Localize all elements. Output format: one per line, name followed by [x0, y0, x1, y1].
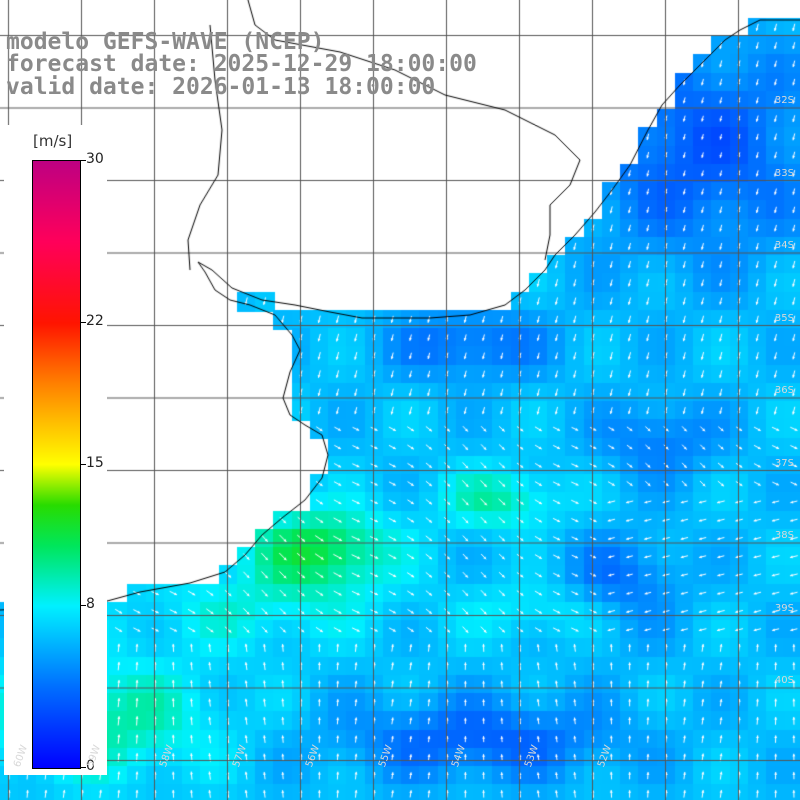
lat-label: 34S: [774, 240, 794, 251]
lat-label: 40S: [774, 675, 794, 686]
lat-label: 33S: [774, 167, 794, 179]
lat-label: 38S: [774, 530, 794, 541]
colorbar: [32, 160, 81, 769]
lat-label: 37S: [774, 457, 794, 469]
colorbar-tick-mark: [80, 605, 86, 607]
colorbar-unit: [m/s]: [33, 132, 73, 150]
colorbar-tick-mark: [80, 767, 86, 768]
forecast-date: forecast date: 2025-12-29 18:00:00: [6, 51, 477, 77]
model-title: modelo GEFS-WAVE (NCEP): [6, 29, 325, 55]
lat-label: 36S: [774, 385, 794, 396]
valid-date: valid date: 2026-01-13 18:00:00: [6, 74, 436, 100]
colorbar-tick-mark: [80, 463, 86, 465]
colorbar-tick-label: 0: [86, 758, 95, 774]
lat-label: 35S: [774, 312, 794, 324]
colorbar-tick-label: 15: [86, 454, 104, 471]
colorbar-tick-mark: [80, 321, 86, 323]
colorbar-tick-mark: [80, 160, 86, 161]
lat-label: 39S: [774, 602, 794, 614]
colorbar-tick-label: 8: [86, 596, 95, 613]
lat-label: 32S: [774, 95, 794, 106]
colorbar-tick-label: 30: [86, 151, 104, 167]
colorbar-tick-label: 22: [86, 312, 104, 329]
